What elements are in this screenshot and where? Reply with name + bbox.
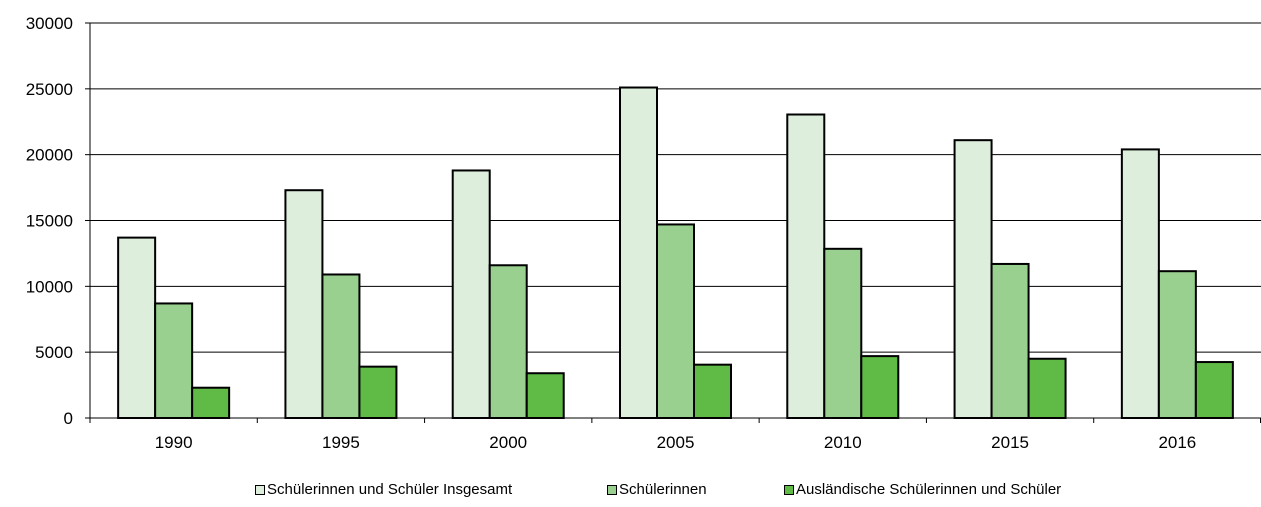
bar xyxy=(117,236,157,419)
bar xyxy=(990,262,1030,420)
bar xyxy=(191,386,231,420)
bar xyxy=(451,169,491,419)
legend-label-female: Schülerinnen xyxy=(619,481,707,498)
x-tick-label: 2015 xyxy=(991,433,1029,452)
x-tick-label: 1990 xyxy=(155,433,193,452)
legend-item-total: Schülerinnen und Schüler Insgesamt xyxy=(255,481,512,498)
x-tick-label: 2010 xyxy=(824,433,862,452)
legend-item-female: Schülerinnen xyxy=(607,481,707,498)
bar xyxy=(154,302,194,420)
x-tick-label: 2016 xyxy=(1158,433,1196,452)
y-tick-label: 5000 xyxy=(35,343,73,362)
y-tick-label: 10000 xyxy=(26,277,73,296)
legend-item-foreign: Ausländische Schülerinnen und Schüler xyxy=(784,481,1061,498)
legend-swatch-female xyxy=(607,484,617,495)
legend: Schülerinnen und Schüler Insgesamt Schül… xyxy=(0,481,1261,503)
x-tick-label: 2005 xyxy=(657,433,695,452)
y-tick-label: 20000 xyxy=(26,146,73,165)
bar xyxy=(488,264,528,419)
bar xyxy=(1120,148,1160,419)
y-tick-label: 15000 xyxy=(26,212,73,231)
bar xyxy=(656,223,695,419)
x-tick-label: 2000 xyxy=(489,433,527,452)
bar xyxy=(786,113,826,419)
bar xyxy=(953,139,993,420)
bar-chart: 0 5000 10000 15000 20000 25000 30000 1990 1995 20… xyxy=(26,14,1261,452)
y-tick-label: 30000 xyxy=(26,14,73,33)
bar xyxy=(525,372,565,420)
bar xyxy=(860,355,900,420)
bar xyxy=(358,365,398,419)
bar xyxy=(284,189,324,419)
bar xyxy=(619,86,658,420)
y-tick-label: 0 xyxy=(64,409,73,428)
y-tick-label: 25000 xyxy=(26,80,73,99)
legend-swatch-foreign xyxy=(784,484,794,495)
legend-label-total: Schülerinnen und Schüler Insgesamt xyxy=(267,481,513,498)
x-tick-label: 1995 xyxy=(322,433,360,452)
bar xyxy=(321,273,361,419)
bar xyxy=(1027,357,1067,419)
bar xyxy=(823,247,863,419)
bar xyxy=(693,363,732,419)
legend-swatch-total xyxy=(255,484,265,495)
bar xyxy=(1157,270,1197,420)
bar xyxy=(1194,361,1234,419)
legend-label-foreign: Ausländische Schülerinnen und Schüler xyxy=(796,481,1062,498)
